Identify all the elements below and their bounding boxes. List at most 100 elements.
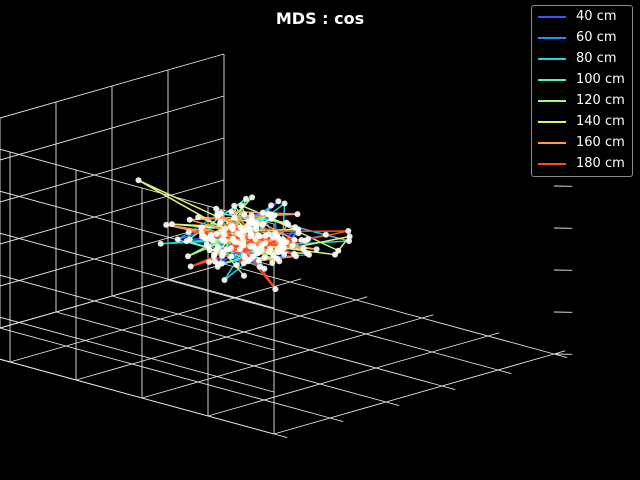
data-point [298, 237, 305, 243]
data-point [237, 224, 244, 231]
data-point [240, 239, 246, 246]
tick-mark [553, 350, 566, 355]
data-point [255, 232, 262, 239]
grid-line [0, 358, 275, 435]
data-point [281, 200, 288, 207]
data-point [199, 233, 205, 240]
data-point [345, 228, 352, 234]
grid-line [0, 316, 275, 393]
data-point [225, 246, 232, 253]
legend-swatch [538, 120, 566, 123]
data-point [265, 210, 271, 217]
grid-line [0, 53, 225, 119]
tick-mark [223, 260, 236, 265]
tick-mark [289, 278, 302, 283]
data-point [186, 216, 193, 223]
legend-item: 160 cm [532, 132, 632, 153]
data-point [285, 221, 292, 228]
data-point [257, 245, 264, 252]
legend-item: 140 cm [532, 111, 632, 132]
data-point [221, 277, 228, 283]
legend-label: 180 cm [576, 156, 625, 171]
data-point [221, 226, 228, 233]
data-point [215, 261, 222, 268]
tick-mark [273, 433, 288, 439]
data-point [259, 209, 266, 216]
data-point [243, 195, 249, 202]
tick-mark [385, 401, 400, 407]
data-point [289, 242, 296, 249]
grid-line [0, 137, 225, 203]
data-point [255, 257, 262, 264]
data-point [241, 211, 248, 218]
data-point [233, 262, 240, 269]
data-point [206, 247, 213, 254]
grid-line [207, 335, 489, 417]
legend-item: 100 cm [532, 69, 632, 90]
legend-swatch [538, 57, 566, 60]
data-point [261, 265, 268, 272]
data-point [274, 245, 281, 252]
data-point [259, 221, 266, 228]
chart-title: MDS : cos [276, 9, 364, 28]
data-point [305, 236, 311, 243]
data-point [346, 233, 353, 240]
grid-line [0, 95, 225, 161]
data-point [185, 229, 192, 236]
series-line [188, 221, 349, 290]
grid-line [167, 279, 499, 371]
grid-line [0, 232, 275, 309]
data-point [232, 238, 239, 245]
tick-mark [487, 332, 500, 337]
legend-item: 80 cm [532, 48, 632, 69]
grid-line [111, 295, 443, 387]
data-point [214, 210, 221, 217]
data-point [237, 246, 244, 253]
tick-mark [553, 353, 568, 359]
data-point [213, 205, 220, 212]
data-point [228, 208, 235, 215]
data-point [248, 231, 255, 238]
data-point [168, 221, 175, 228]
legend-label: 80 cm [576, 51, 617, 66]
legend-item: 40 cm [532, 6, 632, 27]
data-point [241, 254, 248, 261]
legend-swatch [538, 15, 566, 18]
axes-grid [0, 53, 573, 439]
data-point [231, 202, 238, 209]
data-point [313, 246, 320, 253]
data-point [239, 234, 246, 241]
data-point [231, 214, 238, 221]
data-point [211, 251, 218, 258]
data-point [213, 231, 220, 237]
data-point [207, 231, 214, 238]
data-point [295, 226, 302, 233]
legend-item: 120 cm [532, 90, 632, 111]
data-point [213, 246, 220, 253]
tick-mark [497, 369, 512, 375]
data-point [195, 214, 202, 221]
legend-label: 60 cm [576, 30, 617, 45]
data-point [187, 263, 194, 270]
grid-line [141, 317, 423, 399]
grid-line [9, 281, 291, 363]
data-point [217, 218, 224, 225]
grid-line [273, 353, 555, 435]
data-point [253, 226, 260, 233]
grid-line [0, 263, 225, 329]
data-point [242, 227, 248, 234]
data-point [294, 211, 301, 218]
data-point [304, 250, 310, 257]
data-point [250, 253, 256, 260]
data-point [238, 202, 245, 209]
data-point [291, 236, 298, 243]
data-point [174, 236, 181, 243]
legend-item: 180 cm [532, 153, 632, 174]
data-point [291, 250, 297, 257]
grid-line [75, 299, 357, 381]
grid-line [0, 327, 331, 419]
data-point [268, 202, 275, 209]
legend-label: 160 cm [576, 135, 625, 150]
data-point [245, 258, 252, 265]
